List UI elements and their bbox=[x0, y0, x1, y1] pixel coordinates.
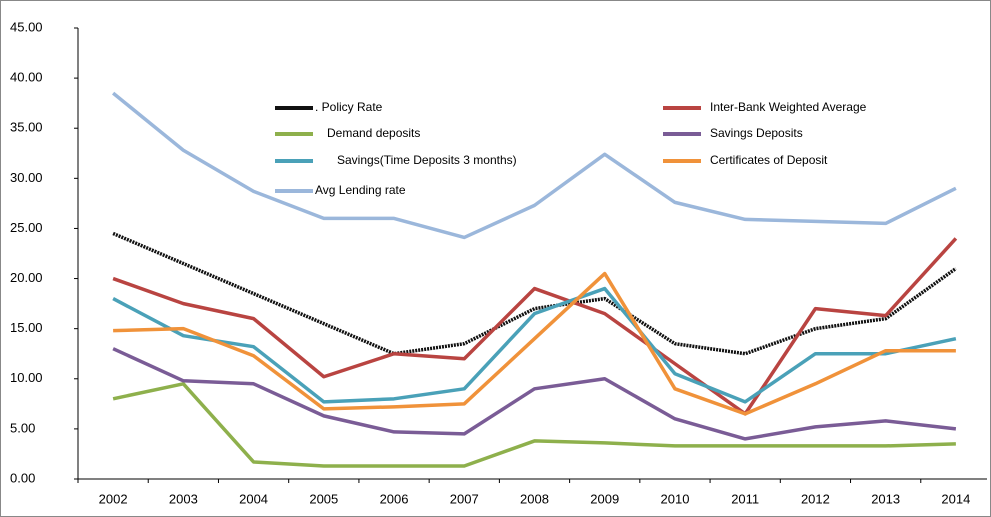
x-tick-label: 2008 bbox=[520, 491, 549, 506]
series-line bbox=[112, 237, 958, 416]
legend-label: Inter-Bank Weighted Average bbox=[710, 100, 867, 114]
x-tick-label: 2007 bbox=[450, 491, 479, 506]
x-tick-label: 2004 bbox=[239, 491, 268, 506]
x-tick-label: 2010 bbox=[661, 491, 690, 506]
series-line bbox=[112, 347, 957, 441]
legend-label: Demand deposits bbox=[327, 126, 420, 140]
series-line bbox=[112, 382, 956, 468]
y-tick-label: 0.00 bbox=[10, 470, 35, 485]
x-tick-label: 2003 bbox=[169, 491, 198, 506]
y-tick-label: 45.00 bbox=[10, 19, 43, 34]
series-line bbox=[113, 271, 956, 416]
legend-label: Avg Lending rate bbox=[315, 183, 406, 197]
y-tick-label: 20.00 bbox=[10, 270, 43, 285]
series-line bbox=[112, 231, 957, 356]
x-tick-label: 2005 bbox=[309, 491, 338, 506]
legend: . Policy Rate Inter-Bank Weighted Average… bbox=[275, 100, 867, 197]
legend-label: Savings Deposits bbox=[710, 126, 803, 140]
x-tick-label: 2002 bbox=[99, 491, 128, 506]
legend-label: Certificates of Deposit bbox=[710, 153, 828, 167]
y-tick-label: 35.00 bbox=[10, 120, 43, 135]
x-tick-label: 2014 bbox=[941, 491, 970, 506]
x-tick-label: 2012 bbox=[801, 491, 830, 506]
series-line bbox=[112, 286, 957, 404]
x-tick-label: 2006 bbox=[380, 491, 409, 506]
y-tick-label: 30.00 bbox=[10, 170, 43, 185]
x-tick-label: 2013 bbox=[871, 491, 900, 506]
y-tick-label: 15.00 bbox=[10, 320, 43, 335]
x-tick-label: 2011 bbox=[731, 491, 759, 506]
y-tick-label: 5.00 bbox=[10, 420, 35, 435]
series-line bbox=[112, 91, 957, 240]
x-tick-label: 2009 bbox=[590, 491, 619, 506]
legend-label: . Policy Rate bbox=[315, 100, 383, 114]
legend-label: Savings(Time Deposits 3 months) bbox=[337, 153, 517, 167]
y-tick-label: 10.00 bbox=[10, 370, 43, 385]
y-tick-label: 40.00 bbox=[10, 70, 43, 85]
y-tick-label: 25.00 bbox=[10, 220, 43, 235]
